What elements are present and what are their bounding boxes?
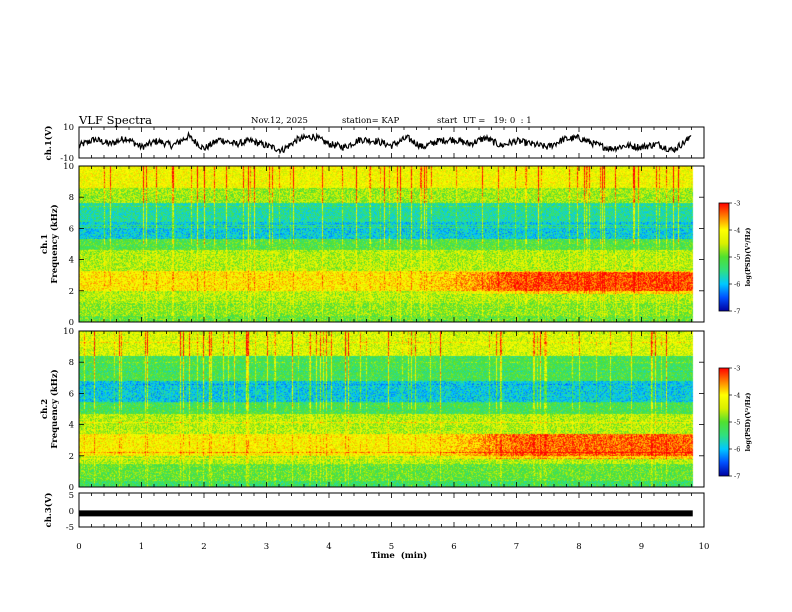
ch1-spec-yticklabel: 4	[69, 256, 74, 266]
ch2-colorbar-ticklabel: -3	[734, 364, 740, 372]
ch1-colorbar-ticklabel: -4	[734, 226, 740, 234]
ch1-colorbar-ticklabel: -3	[734, 199, 740, 207]
ch1-colorbar: -3 -4 -5 -6 -7 log(PSD)(V²/Hz)	[718, 199, 752, 315]
ch2-colorbar-label: log(PSD)(V²/Hz)	[744, 393, 752, 452]
time-axis-ticklabel: 9	[639, 542, 644, 552]
ch2-spec-yticklabel: 10	[63, 327, 74, 337]
ch2-colorbar-ticks: -3 -4 -5 -6 -7	[729, 364, 740, 480]
ch2-spectrogram-yticklabels: 0 2 4 6 8 10	[63, 327, 704, 493]
ch2-spectrogram-ylabel-freq: Frequency (kHz)	[49, 369, 60, 448]
ch2-colorbar-scale	[718, 367, 730, 477]
ch1-spectrogram-panel: 0 2 4 6 8 10 ch.1 Frequency (kHz)	[40, 162, 705, 328]
ch1-spectrogram-yticklabels: 0 2 4 6 8 10	[63, 162, 704, 328]
time-axis-ticklabel: 5	[389, 542, 394, 552]
ch2-colorbar-ticklabel: -4	[734, 391, 740, 399]
ch3-waveform-panel: 5 0 -5 ch.3(V)	[43, 491, 705, 533]
ch1-spec-yticklabel: 0	[69, 318, 74, 328]
time-axis-ticklabel: 7	[514, 542, 519, 552]
ch3-waveform-ylabel: ch.3(V)	[43, 493, 54, 528]
ch1-spec-yticklabel: 10	[63, 162, 74, 172]
time-axis-ticklabel: 4	[326, 542, 331, 552]
ch3-waveform-ticks	[78, 493, 705, 527]
ch1-spec-yticklabel: 6	[69, 224, 74, 234]
ch1-spec-yticklabel: 8	[69, 193, 74, 203]
time-axis-ticklabel: 8	[576, 542, 581, 552]
ch1-waveform-ylabel: ch.1(V)	[43, 126, 54, 161]
ch1-colorbar-ticklabel: -5	[734, 253, 740, 261]
ch2-spec-yticklabel: 8	[69, 358, 74, 368]
time-axis-ticklabel: 2	[201, 542, 206, 552]
ch2-spectrogram-ticks	[78, 331, 705, 487]
ch2-spectrogram-ylabel-channel: ch.2	[40, 399, 50, 419]
ch1-ytick-bottom: -10	[60, 154, 74, 164]
ch1-spectrogram-ylabel-freq: Frequency (kHz)	[49, 204, 60, 283]
time-axis-ticklabel: 1	[139, 542, 144, 552]
figure-title: VLF Spectra	[78, 113, 152, 127]
ch1-colorbar-ticks: -3 -4 -5 -6 -7	[729, 199, 740, 315]
ch1-waveform-panel: 10 -10 ch.1(V)	[43, 123, 705, 164]
ch2-spec-yticklabel: 0	[69, 483, 74, 493]
ch2-colorbar: -3 -4 -5 -6 -7 log(PSD)(V²/Hz)	[718, 364, 752, 480]
ch2-spec-yticklabel: 2	[69, 452, 74, 462]
ch2-colorbar-ticklabel: -7	[734, 472, 740, 480]
ch3-ytick-mid: 0	[69, 507, 74, 517]
time-axis-ticklabel: 6	[451, 542, 456, 552]
ch1-ytick-top: 10	[63, 123, 74, 133]
header-date: Nov.12, 2025	[251, 116, 308, 126]
header-start-time: start UT = 19: 0 : 1	[437, 116, 532, 126]
ch2-spec-yticklabel: 4	[69, 421, 74, 431]
ch3-ytick-bottom: -5	[66, 523, 74, 533]
ch1-colorbar-ticklabel: -7	[734, 307, 740, 315]
time-axis-ticklabel: 3	[264, 542, 269, 552]
time-axis-ticklabel: 10	[699, 542, 710, 552]
ch1-colorbar-scale	[718, 202, 730, 312]
time-axis-label: Time (min)	[371, 550, 427, 561]
ch1-spec-yticklabel: 2	[69, 287, 74, 297]
ch1-colorbar-label: log(PSD)(V²/Hz)	[744, 228, 752, 287]
ch1-spectrogram-ylabel-channel: ch.1	[40, 234, 50, 254]
ch1-waveform-line	[78, 130, 692, 155]
time-axis-ticklabels: 0 1 2 3 4 5 6 7 8 9 10	[76, 542, 709, 552]
ch2-spectrogram-image	[79, 331, 704, 487]
ch2-colorbar-ticklabel: -6	[734, 445, 740, 453]
ch2-spectrogram-panel: 0 2 4 6 8 10 ch.2 Frequency (kHz)	[40, 327, 705, 493]
ch3-ytick-top: 5	[69, 491, 74, 501]
time-axis-ticklabel: 0	[76, 542, 81, 552]
ch3-waveform-frame	[78, 492, 705, 528]
header-station: station= KAP	[342, 116, 400, 126]
ch2-colorbar-ticklabel: -5	[734, 418, 740, 426]
ch2-spec-yticklabel: 6	[69, 389, 74, 399]
ch1-colorbar-ticklabel: -6	[734, 280, 740, 288]
ch1-waveform-ticks	[78, 127, 705, 158]
ch1-spectrogram-image	[79, 166, 704, 322]
ch1-spectrogram-ticks	[78, 166, 705, 322]
